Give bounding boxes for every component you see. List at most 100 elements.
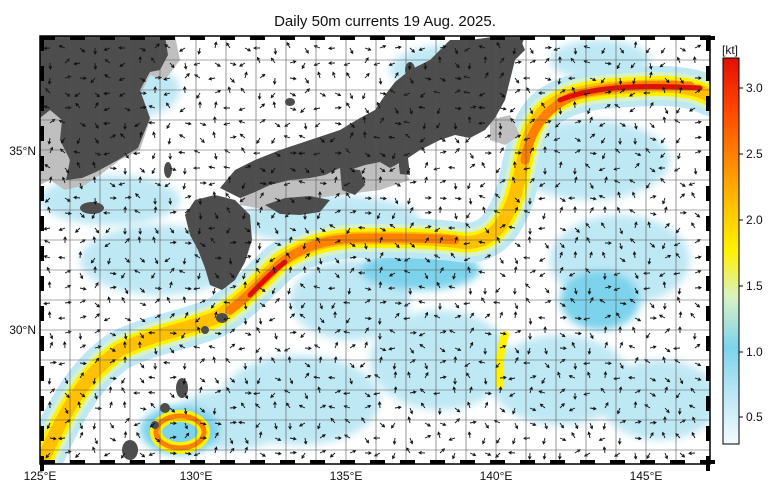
current-arrow [139, 332, 144, 339]
current-arrow [109, 285, 117, 290]
x-tick-label: 135°E [330, 469, 363, 483]
current-arrow [559, 286, 567, 291]
current-arrow [409, 437, 414, 445]
current-arrow [694, 285, 702, 290]
current-arrow [634, 436, 642, 441]
current-arrow [259, 181, 267, 186]
current-arrow [527, 452, 532, 460]
frame-tick [520, 460, 535, 464]
frame-tick [280, 460, 295, 464]
current-arrow [364, 72, 370, 79]
current-arrow [629, 107, 636, 113]
current-arrow [604, 314, 612, 319]
current-arrow [568, 76, 576, 81]
current-arrow [347, 287, 352, 295]
current-arrow [242, 212, 246, 220]
colorbar-tick: 3.0 [746, 81, 763, 95]
current-arrow [664, 107, 669, 115]
current-arrow [163, 77, 171, 81]
current-arrow [544, 422, 548, 430]
current-arrow [90, 77, 96, 84]
current-arrow [274, 227, 279, 235]
current-arrow [182, 362, 187, 370]
current-arrow [103, 47, 111, 51]
frame-tick [40, 460, 55, 464]
current-arrow [304, 196, 312, 201]
current-arrow [270, 167, 276, 174]
current-arrow [538, 315, 546, 320]
current-arrow [92, 161, 96, 169]
current-arrow [664, 377, 671, 383]
current-arrow [133, 391, 140, 395]
current-arrow [317, 422, 321, 430]
current-arrow [104, 74, 111, 79]
current-arrow [649, 302, 655, 309]
current-arrow [64, 377, 69, 385]
current-arrow [694, 255, 702, 260]
current-arrow [349, 255, 357, 260]
current-arrow [419, 388, 426, 394]
current-arrow [695, 76, 702, 80]
current-arrow [364, 451, 372, 455]
current-arrow [512, 287, 517, 295]
current-arrow [229, 377, 236, 383]
current-arrow [168, 152, 173, 160]
frame-tick [580, 36, 595, 40]
current-arrow [48, 62, 53, 70]
current-arrow [467, 401, 471, 409]
current-arrow [212, 191, 217, 199]
current-arrow [377, 317, 382, 325]
current-arrow [632, 251, 637, 259]
current-arrow [362, 131, 367, 139]
current-arrow [508, 376, 516, 381]
current-arrow [79, 361, 87, 366]
current-arrow [139, 452, 146, 458]
current-arrow [302, 242, 307, 250]
current-arrow [229, 135, 237, 139]
current-arrow [633, 137, 637, 145]
current-arrow [514, 60, 522, 65]
current-arrow [75, 102, 81, 109]
current-arrow [424, 77, 432, 81]
current-arrow [199, 436, 207, 440]
map-title: Daily 50m currents 19 Aug. 2025. [274, 13, 496, 30]
current-arrow [73, 150, 81, 154]
current-arrow [346, 192, 351, 199]
current-arrow [94, 302, 101, 308]
current-arrow [214, 311, 218, 319]
frame-tick [130, 36, 145, 40]
current-arrow [648, 62, 653, 70]
frame-tick [670, 36, 685, 40]
frame-tick [520, 36, 535, 40]
frame-tick [460, 460, 475, 464]
current-arrow [244, 332, 252, 336]
current-arrow [138, 227, 143, 235]
current-arrow [151, 152, 156, 160]
current-arrow [107, 257, 111, 265]
current-arrow [109, 166, 117, 171]
current-arrow [118, 77, 126, 82]
current-arrow [169, 281, 173, 289]
current-arrow [420, 92, 426, 98]
current-arrow [212, 287, 216, 295]
current-arrow [467, 62, 472, 70]
current-arrow [64, 407, 69, 415]
current-arrow [587, 107, 591, 115]
current-arrow [43, 226, 51, 231]
current-arrow [289, 60, 297, 64]
current-arrow [409, 107, 413, 115]
current-arrow [274, 377, 282, 382]
current-arrow [599, 122, 606, 127]
current-arrow [163, 360, 171, 365]
current-arrow [257, 92, 262, 100]
current-arrow [43, 105, 51, 109]
current-arrow [630, 62, 636, 69]
current-arrow [139, 77, 146, 82]
current-arrow [94, 92, 101, 98]
current-arrow [496, 41, 501, 49]
current-arrow [109, 332, 117, 337]
current-arrow [688, 182, 696, 186]
current-arrow [47, 311, 52, 319]
current-arrow [334, 105, 342, 110]
current-arrow [135, 193, 141, 199]
